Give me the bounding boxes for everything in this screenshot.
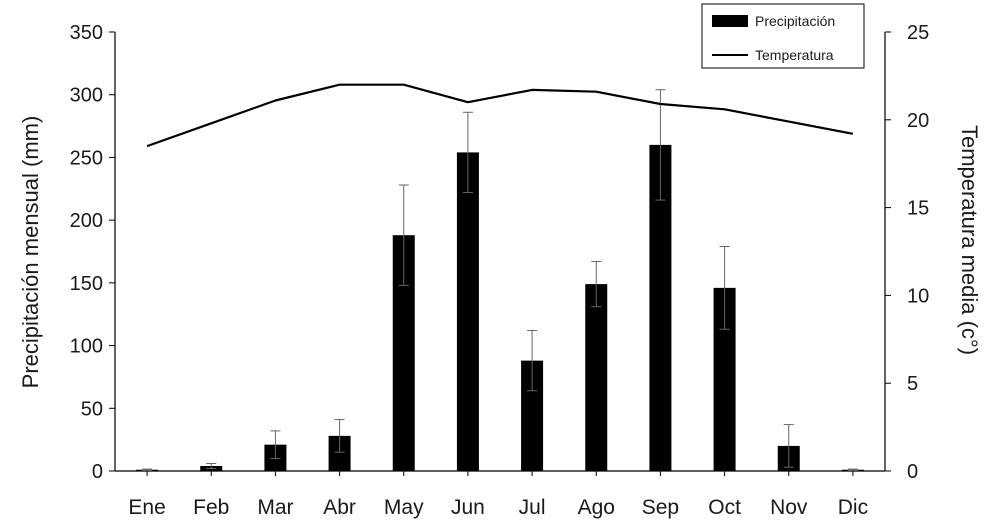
y-tick-label: 250 [70,147,103,169]
x-tick-label: Nov [770,496,808,519]
x-tick-label: May [384,496,424,519]
legend: Precipitación Temperatura [701,3,865,69]
temperature-series-line [146,83,854,148]
bar-jul [521,360,544,471]
y2-tick-label: 10 [907,285,929,307]
y-tick-label: 100 [70,336,103,358]
bar-jun [456,152,479,471]
y-tick-label: 300 [70,85,103,107]
legend-box [701,3,865,69]
temperature-line [146,83,854,148]
x-tick-label: Oct [708,496,741,519]
legend-bar-swatch [712,15,748,27]
y-tick-label: 150 [70,273,103,295]
bar-oct [713,287,736,471]
y-tick-label: 350 [70,22,103,44]
y-tick-label: 200 [70,210,103,232]
bar-abr [328,435,351,471]
x-tick-label: Ago [578,496,615,519]
x-tick-label: Abr [323,496,356,519]
bars [136,144,864,471]
x-tick-label: Ene [128,496,165,519]
x-tick-label: Feb [193,496,229,519]
legend-label-temperatura: Temperatura [755,47,834,63]
y2-tick-label: 20 [907,110,929,132]
y2-tick-label: 15 [907,198,929,220]
x-tick-label: Jul [519,496,546,519]
axes [109,31,891,476]
x-tick-label: Jun [451,496,485,519]
error-bars [142,89,858,471]
tick-labels: 0 50 100 150 200 250 300 350 0 5 10 15 20 25 Ene Feb Mar… [70,22,930,519]
y2-axis-title: Temperatura media (c°) [957,125,982,355]
bar-ago [585,284,608,471]
y-tick-label: 0 [92,461,103,483]
x-tick-label: Mar [257,496,293,519]
x-tick-label: Sep [642,496,679,519]
y2-tick-label: 25 [907,22,929,44]
bar-may [392,235,415,471]
x-tick-label: Dic [838,496,868,519]
legend-label-precipitacion: Precipitación [755,13,835,29]
y-tick-label: 50 [81,398,103,420]
y2-tick-label: 0 [907,461,918,483]
y-axis-title: Precipitación mensual (mm) [18,116,43,389]
y2-tick-label: 5 [907,373,918,395]
bar-sep [649,144,672,471]
